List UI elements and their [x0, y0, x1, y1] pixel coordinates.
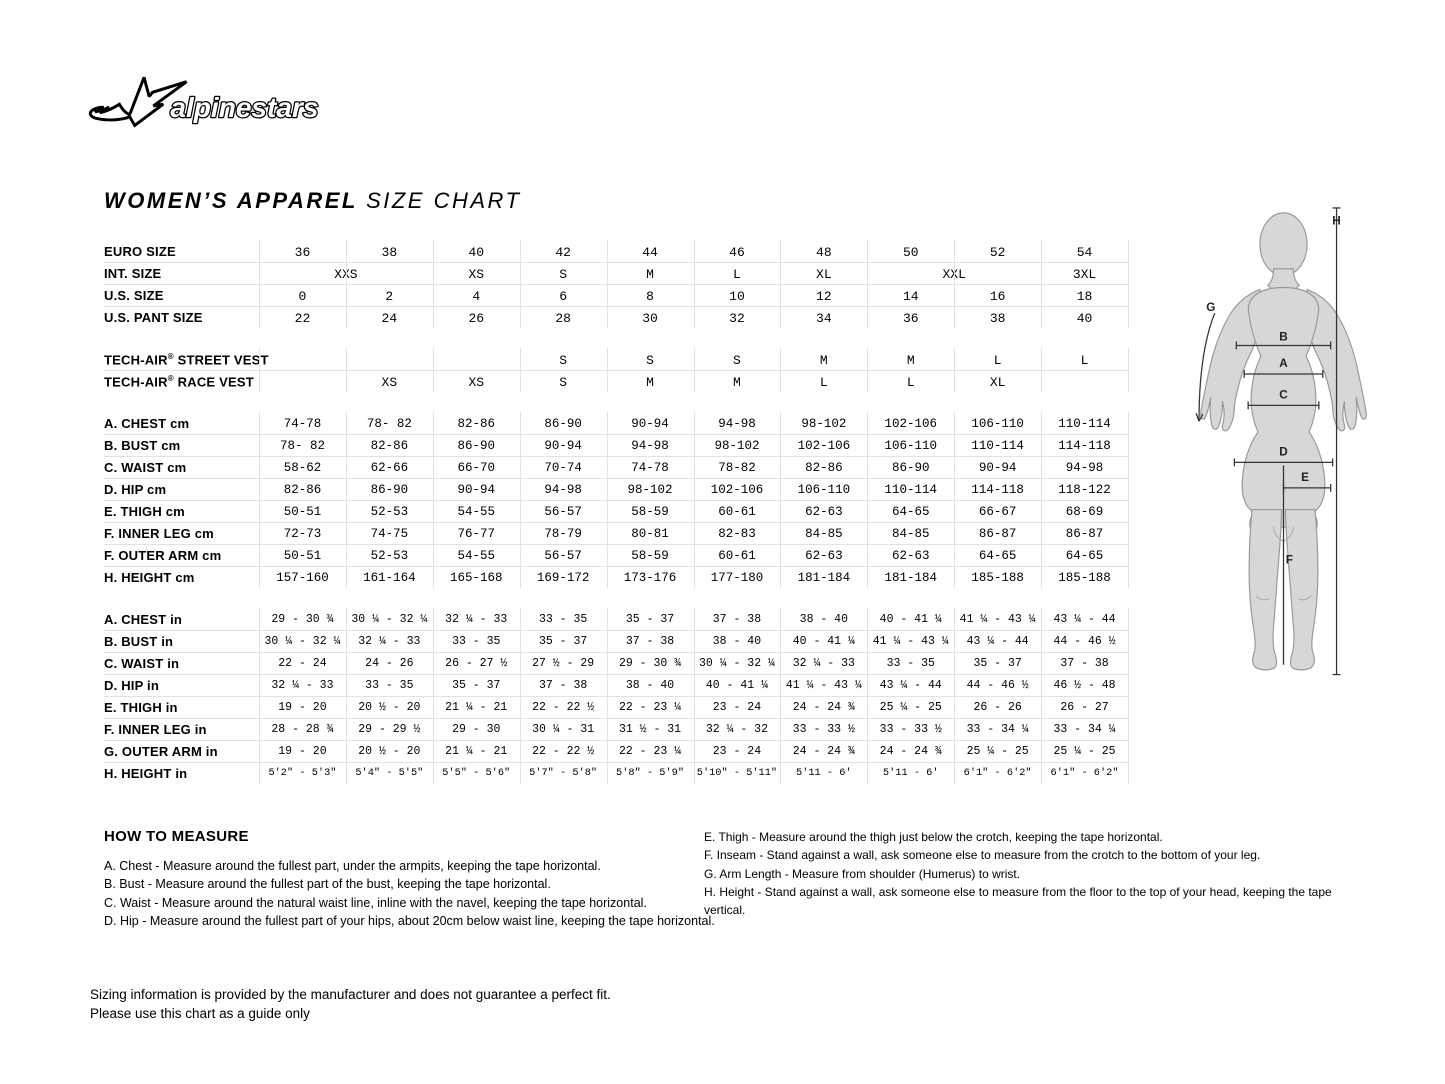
svg-text:C: C — [1279, 389, 1288, 402]
svg-text:H: H — [1332, 215, 1341, 228]
svg-text:A: A — [1279, 357, 1288, 370]
svg-text:alpinestars: alpinestars — [170, 92, 318, 123]
svg-text:F: F — [1286, 554, 1293, 567]
svg-text:G: G — [1206, 301, 1215, 314]
svg-text:B: B — [1279, 331, 1288, 344]
svg-text:D: D — [1279, 446, 1288, 459]
svg-text:E: E — [1301, 471, 1309, 484]
